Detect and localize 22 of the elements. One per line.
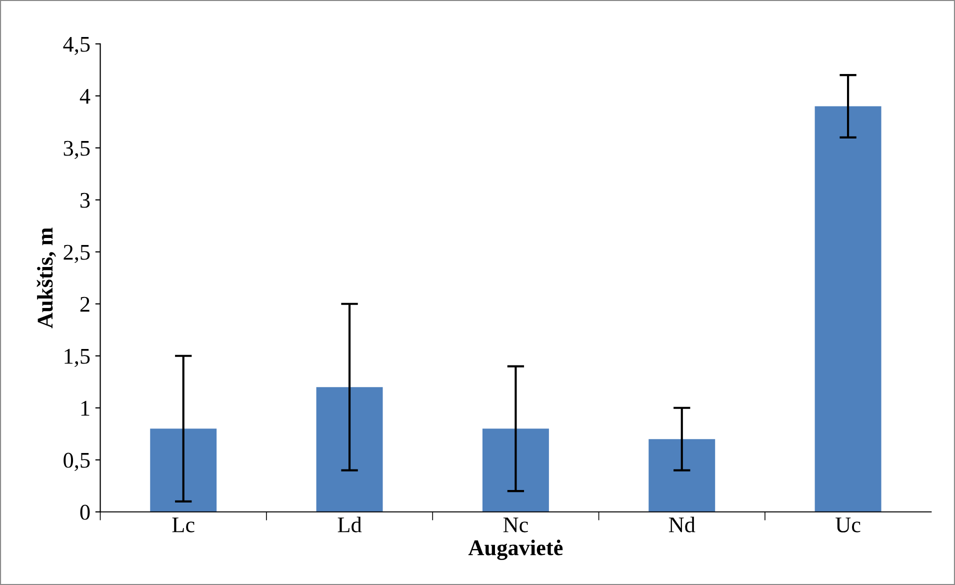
y-axis-title: Aukštis, m <box>36 228 56 328</box>
y-tick-label: 3,5 <box>64 140 90 159</box>
y-tick-label: 1 <box>81 400 90 416</box>
bar <box>150 428 217 512</box>
y-tick-label: 2 <box>80 296 90 312</box>
y-tick-label: 4,5 <box>63 36 90 55</box>
y-tick-label: 1,5 <box>64 348 90 367</box>
bar <box>648 439 716 512</box>
bar <box>316 387 383 512</box>
y-tick-label: 0 <box>80 504 90 520</box>
bar <box>814 106 882 512</box>
x-tick-label: Uc <box>836 518 860 532</box>
y-tick-label: 0,5 <box>64 452 90 471</box>
x-tick-label: Lc <box>172 518 194 532</box>
x-axis-title: Augavietė <box>468 540 563 560</box>
y-tick-label: 4 <box>80 88 90 104</box>
x-tick-label: Nd <box>668 516 696 532</box>
x-tick-label: Nc <box>503 518 528 532</box>
y-tick-label: 2,5 <box>64 244 90 263</box>
y-tick-label: 3 <box>80 192 90 208</box>
bar <box>482 428 549 512</box>
x-tick-label: Ld <box>338 516 362 532</box>
